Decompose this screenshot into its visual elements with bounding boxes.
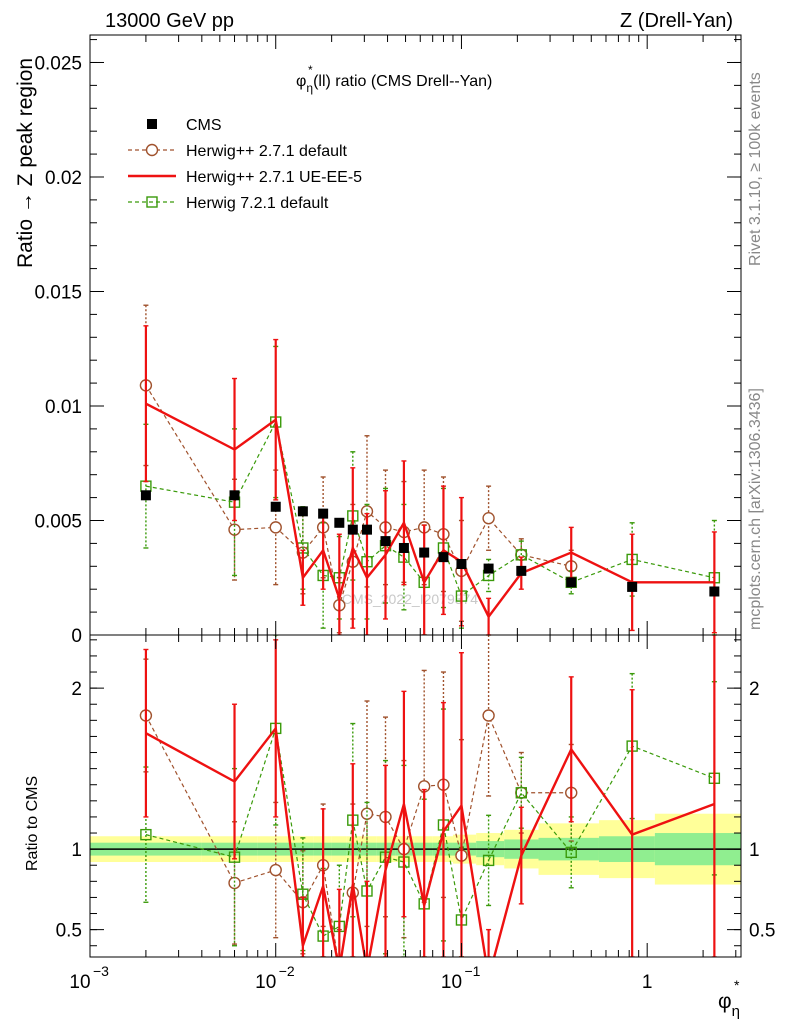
xtick-label-base: 10 <box>441 972 462 993</box>
main-cms-point <box>361 524 372 535</box>
main-ytick-label: 0 <box>71 626 82 647</box>
xtick-label: 1 <box>642 972 653 993</box>
ratio-point <box>482 854 495 867</box>
ratio-ytick-label: 0.5 <box>56 921 82 942</box>
main-cms-point <box>318 508 329 519</box>
main-series-0 <box>139 304 578 634</box>
main-ytick-label: 0.015 <box>34 282 82 303</box>
ratio-point <box>515 787 527 799</box>
xtick-label: 10−3 <box>69 963 109 993</box>
main-cms-point <box>627 581 638 592</box>
ratio-ytick-label-right: 0.5 <box>749 921 775 942</box>
main-ylabel: Ratio → Z peak region <box>14 58 37 268</box>
main-series-line <box>145 402 715 619</box>
xtick-label-exp: −1 <box>464 963 480 979</box>
ratio-ytick-label: 2 <box>71 679 82 700</box>
ratio-series-line <box>145 725 715 957</box>
ratio-ytick-label-right: 1 <box>749 840 760 861</box>
main-cms-point <box>347 524 358 535</box>
main-cms-point <box>419 547 430 558</box>
xlabel-star: * <box>734 977 740 993</box>
ratio-point <box>269 863 282 877</box>
main-cms-point <box>380 536 391 547</box>
svg-text:φη(ll) ratio (CMS Drell--Yan): φη(ll) ratio (CMS Drell--Yan) <box>296 73 492 95</box>
title-star: * <box>308 63 313 77</box>
main-cms-point <box>297 506 308 517</box>
ratio-frame <box>89 634 742 958</box>
ratio-plot: Ratio to CMS 0.5 0.5 1 1 2 2 <box>24 634 775 958</box>
xtick-label-exp: −3 <box>93 963 109 979</box>
ratio-point <box>565 846 577 859</box>
main-cms-point <box>140 490 151 501</box>
ratio-point <box>482 709 495 722</box>
main-point <box>482 512 495 525</box>
main-cms-point <box>229 490 240 501</box>
side-label-rivet: Rivet 3.1.10, ≥ 100k events <box>747 72 764 266</box>
xtick-label: 10−2 <box>255 963 295 993</box>
legend-label: Herwig++ 2.7.1 default <box>186 143 348 160</box>
legend: CMS Herwig++ 2.7.1 default Herwig++ 2.7.1 … <box>128 117 362 212</box>
legend-label: Herwig++ 2.7.1 UE-EE-5 <box>186 169 362 186</box>
ratio-point <box>360 807 374 820</box>
legend-marker <box>146 196 158 208</box>
ratio-point <box>228 876 241 890</box>
xtick-label-base: 10 <box>255 972 276 993</box>
main-cms-point <box>438 552 449 563</box>
ratio-series-2 <box>143 635 717 957</box>
main-ytick-label: 0.025 <box>34 53 82 74</box>
x-axis-label: φη * <box>718 977 740 1020</box>
ratio-series-line <box>145 713 572 957</box>
main-ytick-label: 0.02 <box>45 168 82 189</box>
ratio-series-line <box>145 728 715 937</box>
main-cms-point <box>516 565 527 576</box>
main-ytick-label: 0.01 <box>45 397 82 418</box>
main-series-line <box>145 420 715 598</box>
xlabel-phi: φ <box>718 990 732 1013</box>
ratio-ytick-label-right: 2 <box>749 679 760 700</box>
main-cms-series-0 <box>140 490 720 597</box>
main-cms-point <box>483 563 494 574</box>
title-eta: η <box>306 81 313 95</box>
main-series-2 <box>143 325 717 635</box>
legend-label: Herwig 7.2.1 default <box>186 195 329 212</box>
main-title: φη(ll) ratio (CMS Drell--Yan) * <box>296 63 492 95</box>
main-cms-point <box>566 577 577 588</box>
xtick-label: 10−1 <box>441 963 481 993</box>
xlabel-eta: η <box>732 1003 740 1020</box>
main-plot: CMS_2022_I2079374 Ratio → Z peak region … <box>14 34 742 647</box>
legend-marker <box>145 143 159 157</box>
xtick-label-exp: −2 <box>279 963 295 979</box>
ratio-ylabel: Ratio to CMS <box>24 776 41 871</box>
header-left: 13000 GeV pp <box>105 10 234 32</box>
main-cms-point <box>398 542 409 553</box>
main-cms-point <box>270 501 281 512</box>
title-phi: φ <box>296 73 306 90</box>
main-cms-point <box>456 559 467 570</box>
main-cms-point <box>709 586 720 597</box>
ratio-point <box>140 828 152 841</box>
xtick-label-base: 1 <box>642 972 653 993</box>
svg-text:φη: φη <box>718 990 740 1020</box>
side-label-mcplots: mcplots.cern.ch [arXiv:1306.3436] <box>747 388 764 630</box>
legend-label: CMS <box>186 117 222 134</box>
main-series-line <box>145 385 572 606</box>
main-cms-point <box>334 517 345 528</box>
main-ytick-label: 0.005 <box>34 511 82 532</box>
legend-marker <box>147 119 157 129</box>
header-right: Z (Drell-Yan) <box>620 10 733 32</box>
main-point <box>269 521 282 534</box>
ratio-ytick-label: 1 <box>71 840 82 861</box>
main-point <box>140 480 152 492</box>
title-rest: (ll) ratio (CMS Drell--Yan) <box>313 73 492 90</box>
xtick-label-base: 10 <box>69 972 90 993</box>
